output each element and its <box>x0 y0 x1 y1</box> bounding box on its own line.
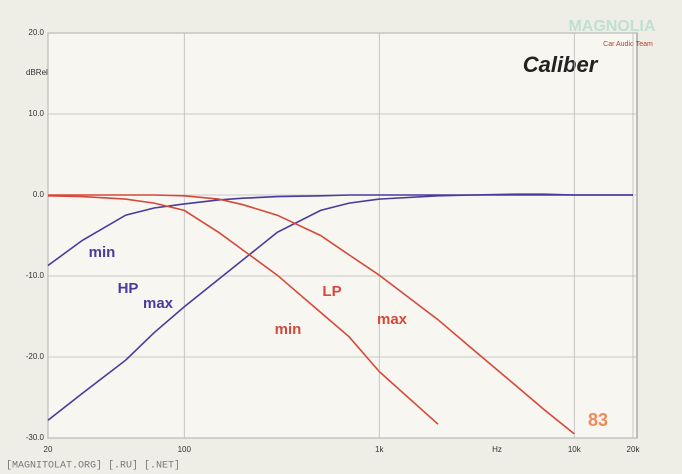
x-tick-label: 20k <box>627 445 641 454</box>
y-tick-label: -30.0 <box>26 433 45 442</box>
annotation: HP <box>118 280 139 297</box>
y-label: dBRel <box>26 68 48 77</box>
annotation: max <box>377 311 408 328</box>
series-line <box>47 194 633 267</box>
x-tick-label: 1k <box>375 445 384 454</box>
y-tick-label: -20.0 <box>26 352 45 361</box>
footer: [MAGNITOLAT.ORG] [.RU] [.NET] <box>6 460 180 472</box>
annotation: max <box>143 295 174 312</box>
series-line <box>48 194 575 435</box>
y-tick-label: 20.0 <box>28 28 44 37</box>
y-tick-label: -10.0 <box>26 271 45 280</box>
x-label: Hz <box>492 445 502 454</box>
y-tick-label: 10.0 <box>28 109 44 118</box>
x-tick-label: 100 <box>178 445 192 454</box>
series-line <box>47 195 439 425</box>
logo-sub: Car Audio Team <box>603 41 653 48</box>
logo: MAGNOLIA <box>568 18 656 35</box>
x-tick-label: 10k <box>568 445 582 454</box>
chart-title: Caliber <box>523 52 599 77</box>
x-tick-label: 20 <box>44 445 53 454</box>
y-tick-label: 0.0 <box>33 190 45 199</box>
annotation: min <box>275 321 302 338</box>
annotation: LP <box>322 283 341 300</box>
annotation: min <box>89 244 116 261</box>
plot-area <box>47 32 638 439</box>
page-number: 83 <box>588 410 608 430</box>
series-line <box>47 193 633 421</box>
